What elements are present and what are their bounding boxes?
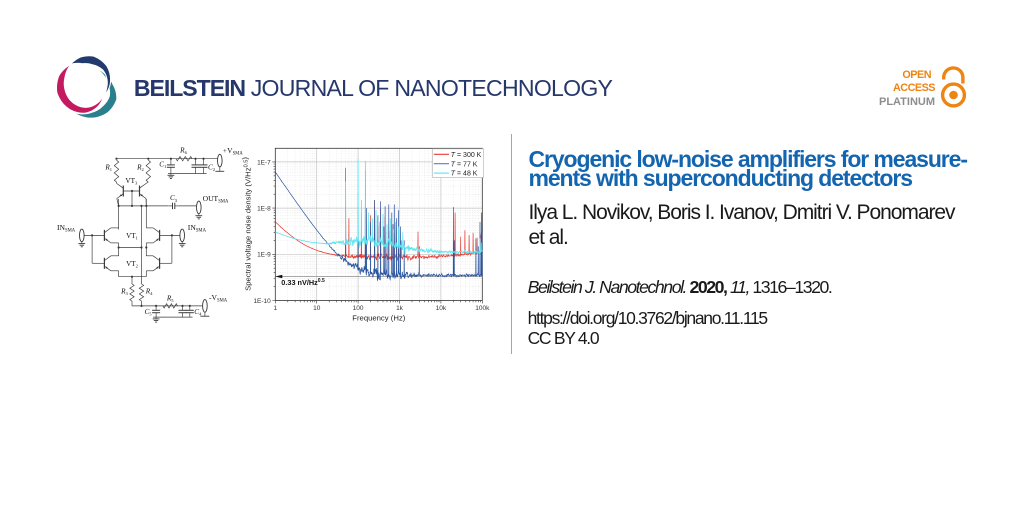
svg-text:T = 77 K: T = 77 K: [451, 161, 478, 168]
svg-text:R2: R2: [136, 164, 144, 173]
svg-text:0.33 nV/Hz0.5: 0.33 nV/Hz0.5: [281, 278, 325, 287]
svg-text:1E-10: 1E-10: [253, 298, 271, 305]
svg-text:100k: 100k: [475, 305, 490, 312]
svg-text:R1: R1: [104, 164, 112, 173]
svg-text:T = 300 K: T = 300 K: [451, 152, 482, 159]
svg-text:R4: R4: [145, 288, 153, 297]
svg-text:C1: C1: [159, 161, 166, 170]
svg-text:R5: R5: [166, 295, 174, 304]
svg-text:10k: 10k: [436, 305, 447, 312]
svg-text:Frequency (Hz): Frequency (Hz): [352, 313, 405, 322]
svg-text:C2: C2: [208, 164, 215, 173]
svg-text:C3: C3: [170, 194, 178, 203]
svg-text:100: 100: [353, 305, 364, 312]
svg-text:1: 1: [273, 305, 277, 312]
svg-text:OUTSMA: OUTSMA: [203, 194, 229, 205]
svg-text:T = 48 K: T = 48 K: [451, 171, 478, 178]
svg-text:1E-7: 1E-7: [257, 159, 271, 166]
svg-text:R3: R3: [120, 288, 128, 297]
svg-text:-VSMA: -VSMA: [209, 293, 228, 304]
svg-text:10: 10: [313, 305, 321, 312]
svg-text:INSMA: INSMA: [188, 223, 207, 234]
svg-text:1k: 1k: [396, 305, 404, 312]
svg-text:R6: R6: [179, 147, 187, 156]
svg-text:VT1: VT1: [126, 232, 138, 241]
svg-text:1E-9: 1E-9: [257, 252, 271, 259]
svg-text:C5: C5: [144, 308, 152, 317]
svg-text:INSMA: INSMA: [57, 223, 76, 234]
svg-text:+VSMA: +VSMA: [223, 146, 244, 157]
svg-text:C4: C4: [194, 308, 202, 317]
svg-text:VT3: VT3: [125, 177, 138, 186]
svg-text:Spectral voltage noise density: Spectral voltage noise density (V/Hz0.5): [241, 157, 253, 291]
svg-text:VT2: VT2: [126, 260, 138, 269]
svg-text:1E-8: 1E-8: [257, 206, 271, 213]
